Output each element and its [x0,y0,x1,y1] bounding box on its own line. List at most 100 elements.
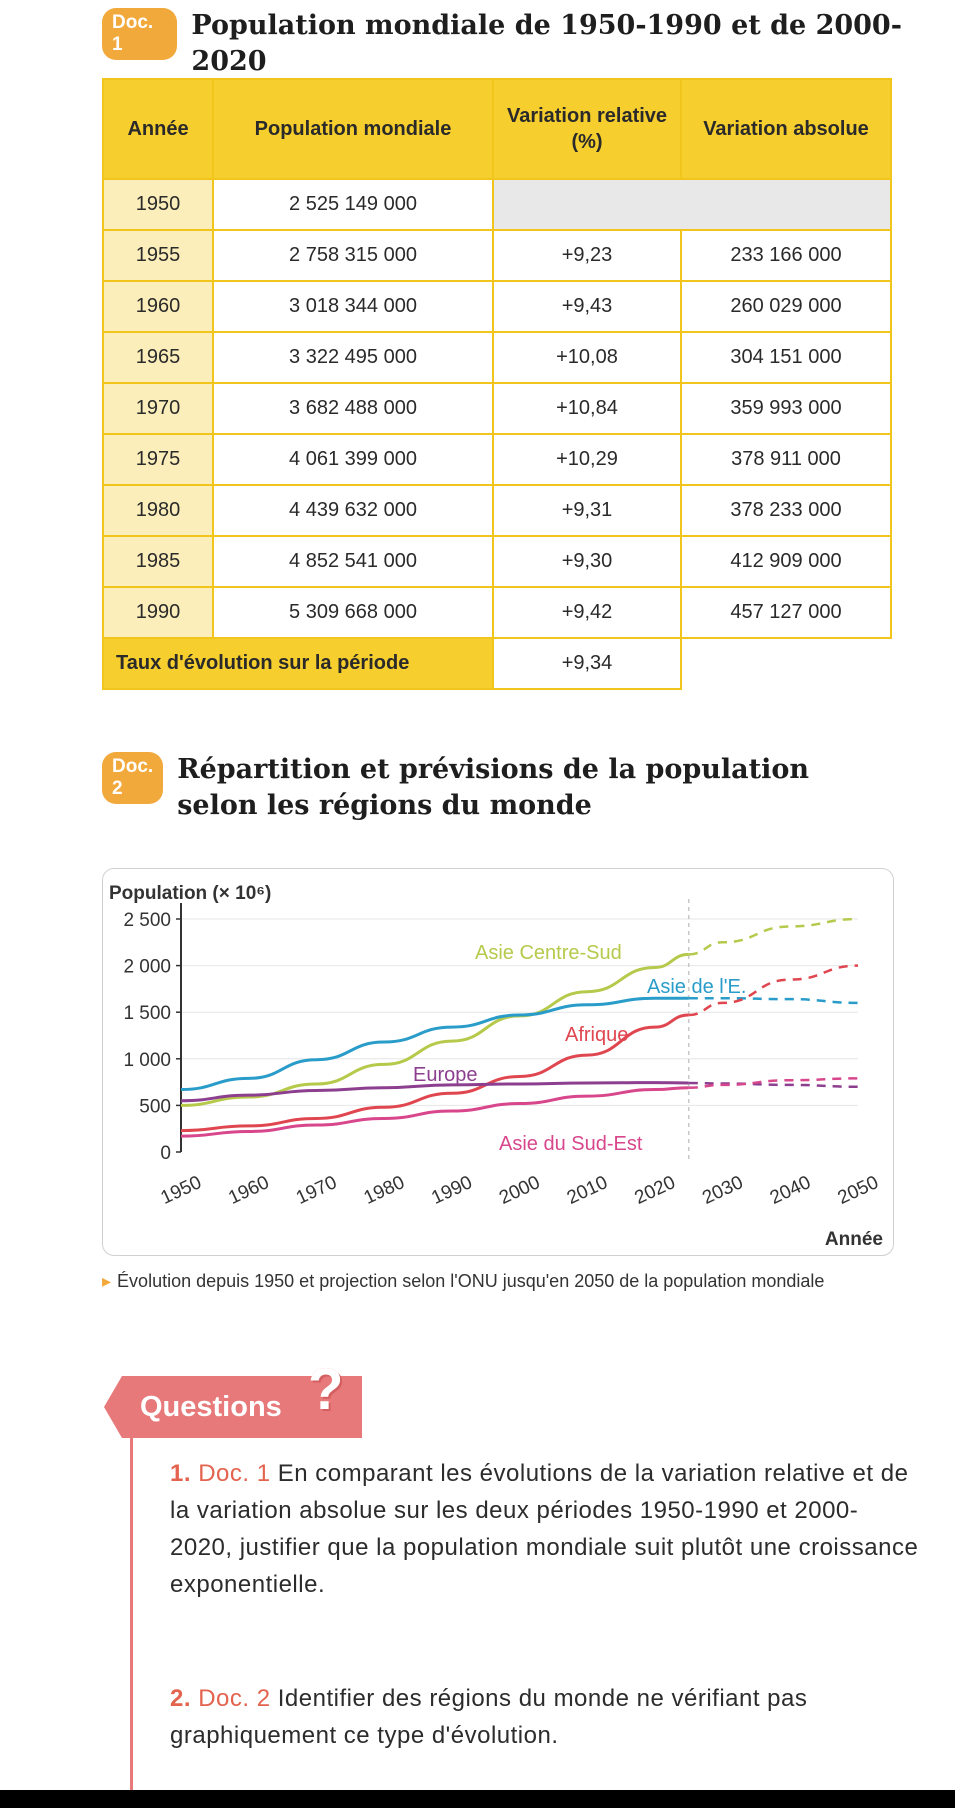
question-text: Identifier des régions du monde ne vérif… [170,1685,808,1749]
table-row: 1985 4 852 541 000 +9,30 412 909 000 [102,535,892,588]
table-row: 1970 3 682 488 000 +10,84 359 993 000 [102,382,892,435]
cell-year: 1950 [102,178,214,231]
table-row: 1950 2 525 149 000 [102,178,892,231]
cell-relative: +10,84 [492,382,682,435]
question-number: 2. [170,1685,192,1712]
doc2-title: Répartition et prévisions de la populati… [177,754,809,821]
caption-text: Évolution depuis 1950 et projection selo… [117,1271,825,1291]
cell-year: 1985 [102,535,214,588]
doc2-badge: Doc. 2 [102,752,164,804]
header-absolute: Variation absolue [680,78,892,180]
caption-arrow-icon: ▸ [102,1271,112,1291]
series-projection-asie_centre_sud [688,917,859,956]
series-line-asie_sud_est [180,1086,689,1138]
cell-absolute: 233 166 000 [680,229,892,282]
x-tick-label: 2050 [835,1172,882,1209]
cell-population: 5 309 668 000 [212,586,494,639]
series-line-europe [180,1081,689,1103]
y-tick-label: 2 500 [123,910,171,931]
y-tick-label: 1 000 [123,1050,171,1071]
chart-series [180,917,859,1138]
cell-absolute: 260 029 000 [680,280,892,333]
cell-population: 4 061 399 000 [212,433,494,486]
x-axis-label: Année [825,1229,883,1250]
x-tick-label: 2000 [496,1172,543,1209]
chart-caption: ▸ Évolution depuis 1950 et projection sel… [102,1268,892,1294]
series-line-asie_est [180,996,689,1092]
table-row: 1965 3 322 495 000 +10,08 304 151 000 [102,331,892,384]
cell-absolute: 304 151 000 [680,331,892,384]
table-row: 1980 4 439 632 000 +9,31 378 233 000 [102,484,892,537]
x-tick-label: 2030 [699,1172,746,1209]
cell-year: 1955 [102,229,214,282]
cell-absolute: 457 127 000 [680,586,892,639]
question-doc-ref: Doc. 2 [198,1685,271,1712]
population-chart: Population (× 10⁶) Année 0 500 1 000 1 500 2… [102,868,894,1256]
questions-rule [130,1438,133,1800]
cell-absolute: 378 233 000 [680,484,892,537]
header-relative: Variation relative (%) [492,78,682,180]
label-asie-sud-est: Asie du Sud-Est [499,1133,643,1155]
series-projection-asie_est [688,996,859,1005]
x-tick-label: 1950 [158,1172,205,1209]
label-asie-centre-sud: Asie Centre-Sud [475,942,622,964]
cell-relative: +9,23 [492,229,682,282]
table-header-row: Année Population mondiale Variation rela… [102,78,892,180]
question-2: 2. Doc. 2 Identifier des régions du mond… [170,1680,920,1754]
series-projection-europe [688,1081,859,1089]
series-line-afrique [180,1013,689,1133]
doc1-badge: Doc. 1 [102,8,178,60]
x-tick-label: 1970 [293,1172,340,1209]
cell-population: 4 439 632 000 [212,484,494,537]
cell-relative: +9,31 [492,484,682,537]
header-population: Population mondiale [212,78,494,180]
questions-heading: Questions [104,1376,362,1438]
cell-year: 1965 [102,331,214,384]
footer-empty [681,638,891,689]
header-year: Année [102,78,214,180]
label-asie-est: Asie de l'E. [647,976,746,998]
cell-absolute: 378 911 000 [680,433,892,486]
question-1: 1. Doc. 1 En comparant les évolutions de… [170,1455,920,1603]
table-row: 1990 5 309 668 000 +9,42 457 127 000 [102,586,892,639]
y-tick-label: 0 [160,1143,171,1164]
table-footer-row: Taux d'évolution sur la période +9,34 [102,637,891,690]
y-axis-label: Population (× 10⁶) [109,883,271,904]
question-doc-ref: Doc. 1 [198,1460,271,1487]
table-row: 1960 3 018 344 000 +9,43 260 029 000 [102,280,892,333]
y-tick-label: 1 500 [123,1003,171,1024]
cell-relative: +9,42 [492,586,682,639]
cell-relative: +9,43 [492,280,682,333]
question-number: 1. [170,1460,192,1487]
population-table: Année Population mondiale Variation rela… [102,78,892,690]
question-text: En comparant les évolutions de la variat… [170,1460,919,1598]
x-tick-label: 2010 [564,1172,611,1209]
cell-population: 2 758 315 000 [212,229,494,282]
cell-population: 3 322 495 000 [212,331,494,384]
cell-population: 3 018 344 000 [212,280,494,333]
table-row: 1975 4 061 399 000 +10,29 378 911 000 [102,433,892,486]
x-tick-label: 2040 [767,1172,814,1209]
cell-absolute: 412 909 000 [680,535,892,588]
table-row: 1955 2 758 315 000 +9,23 233 166 000 [102,229,892,282]
chart-svg: Population (× 10⁶) Année 0 500 1 000 1 500 2… [109,883,883,1250]
bottom-bar [0,1790,955,1808]
cell-year: 1970 [102,382,214,435]
cell-relative: +9,30 [492,535,682,588]
series-projection-asie_sud_est [688,1077,859,1089]
cell-population: 3 682 488 000 [212,382,494,435]
x-tick-label: 1980 [361,1172,408,1209]
x-tick-label: 1990 [428,1172,475,1209]
question-mark-icon: ? [308,1357,344,1422]
doc2-heading: Doc. 2 Répartition et prévisions de la p… [102,752,862,824]
footer-label: Taux d'évolution sur la période [102,637,494,690]
cell-year: 1980 [102,484,214,537]
footer-value: +9,34 [492,637,682,690]
cell-population: 4 852 541 000 [212,535,494,588]
chart-labels: Asie Centre-Sud Asie de l'E. Afrique Eur… [413,942,746,1155]
cell-year: 1975 [102,433,214,486]
cell-empty-variation [492,178,892,231]
cell-population: 2 525 149 000 [212,178,494,231]
cell-absolute: 359 993 000 [680,382,892,435]
cell-relative: +10,08 [492,331,682,384]
